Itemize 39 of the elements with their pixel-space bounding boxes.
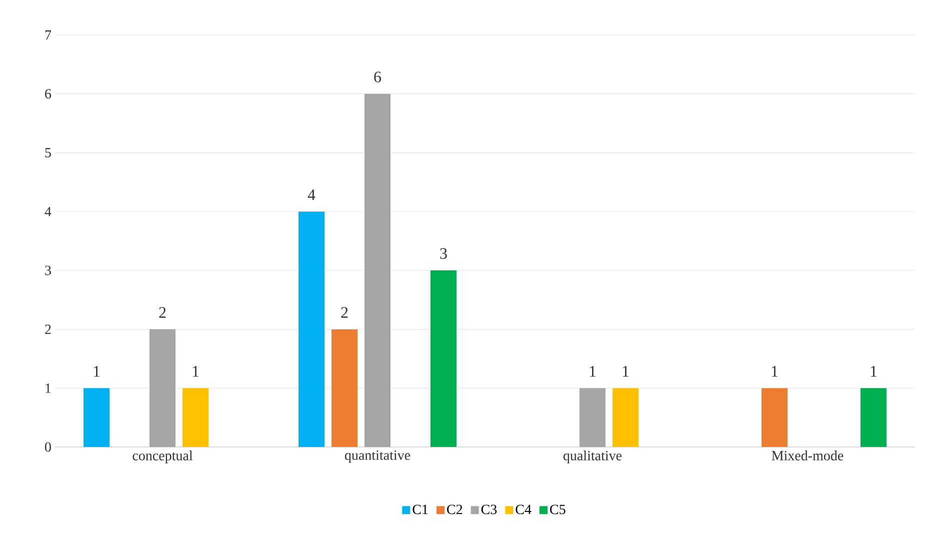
- bar: [332, 329, 358, 447]
- x-tick-label: qualitative: [563, 450, 622, 464]
- data-label: 2: [341, 307, 348, 318]
- legend-label: C1: [412, 504, 428, 514]
- x-tick-label: Mixed-mode: [772, 450, 844, 460]
- bar: [612, 388, 639, 447]
- bar: [150, 329, 176, 447]
- legend-label: C4: [516, 504, 532, 514]
- x-tick-label: quantitative: [344, 450, 410, 463]
- data-label: 1: [192, 366, 199, 377]
- y-tick-label: 0: [45, 442, 51, 452]
- data-label: 1: [590, 366, 596, 377]
- legend-label: C5: [550, 504, 566, 514]
- bar: [430, 270, 457, 447]
- data-label: 4: [308, 190, 316, 200]
- data-label: 1: [94, 366, 100, 377]
- bar: [298, 212, 325, 447]
- legend-label: C2: [447, 504, 462, 514]
- legend-label: C3: [481, 504, 497, 514]
- data-label: 1: [772, 366, 778, 377]
- bar: [762, 388, 788, 447]
- y-tick-label: 6: [45, 89, 52, 99]
- y-tick-label: 1: [46, 384, 51, 393]
- bar: [182, 388, 209, 447]
- bar: [860, 388, 886, 447]
- data-label: 6: [374, 72, 382, 82]
- y-tick-label: 7: [45, 30, 52, 40]
- data-label: 1: [870, 366, 877, 377]
- y-tick-label: 2: [45, 324, 51, 334]
- y-tick-label: 3: [45, 266, 51, 276]
- bar: [84, 388, 110, 447]
- x-tick-label: conceptual: [132, 450, 193, 464]
- bar: [364, 94, 391, 447]
- y-tick-label: 4: [44, 206, 52, 216]
- data-label: 2: [159, 307, 166, 318]
- data-label: 1: [622, 366, 629, 377]
- data-label: 3: [440, 248, 447, 259]
- bar: [580, 388, 606, 447]
- y-tick-label: 5: [45, 148, 51, 158]
